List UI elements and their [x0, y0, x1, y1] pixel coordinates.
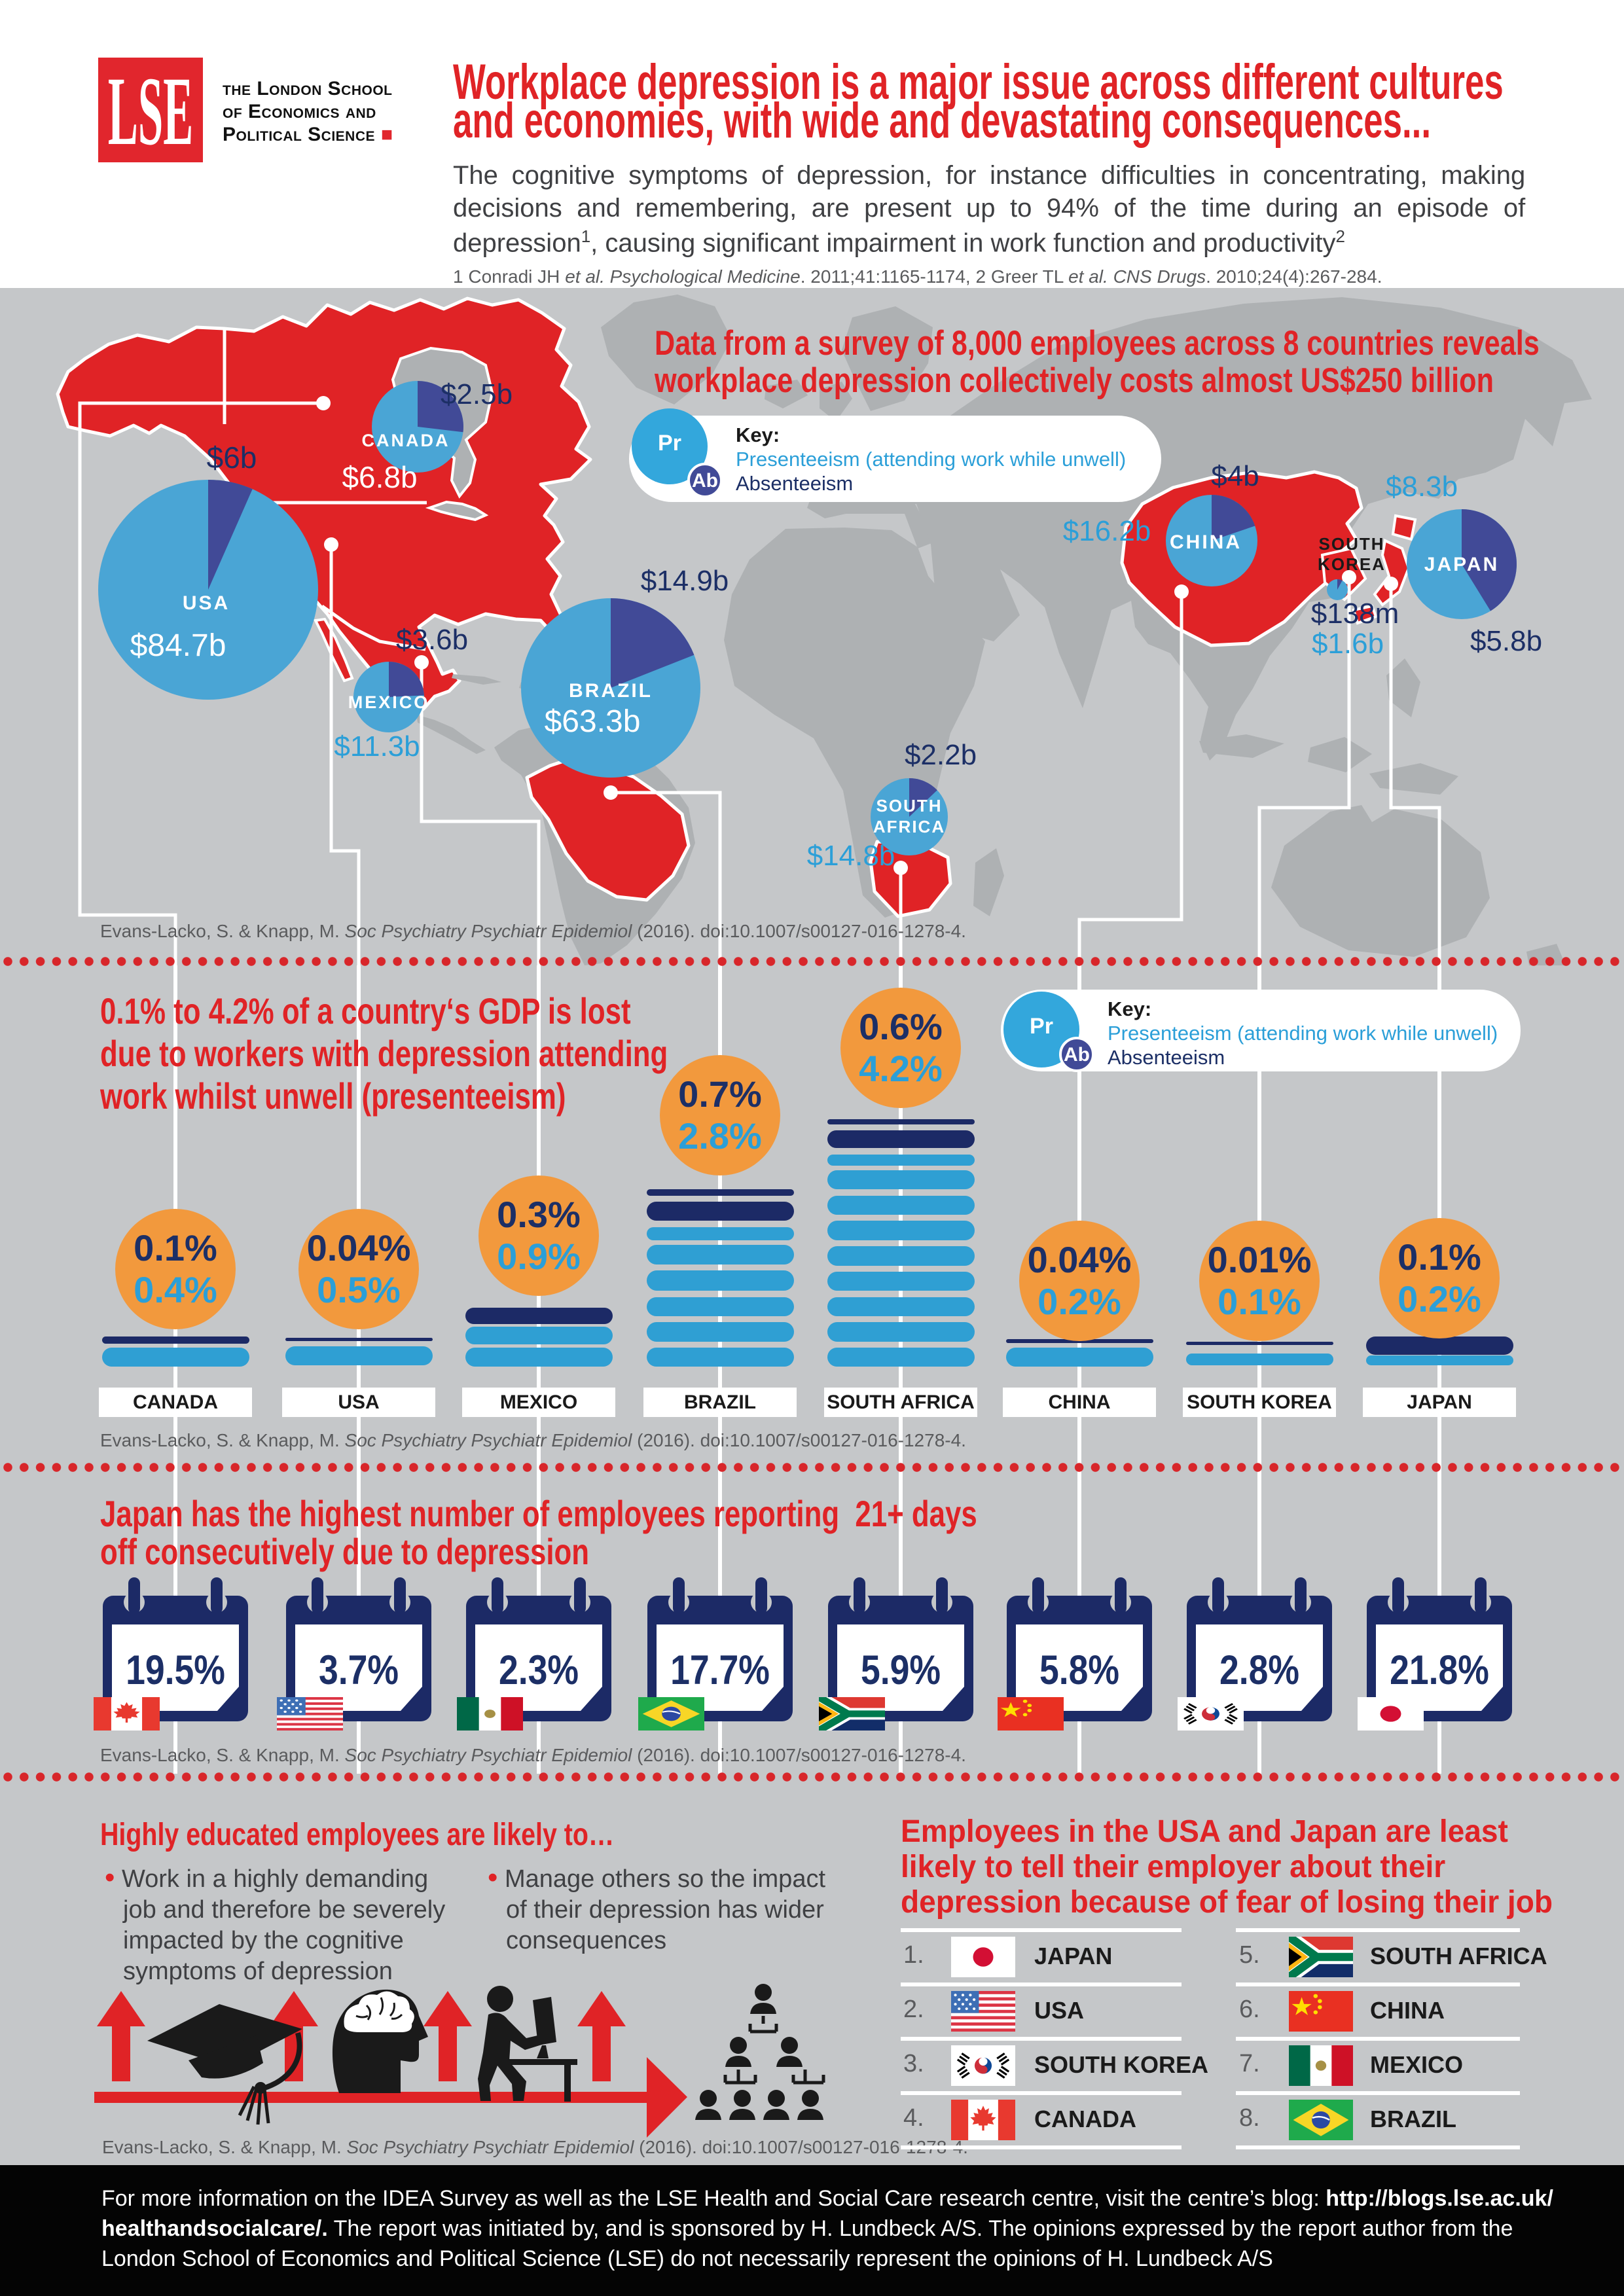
svg-text:CHINA: CHINA — [1170, 531, 1242, 553]
svg-text:$6b: $6b — [207, 440, 257, 475]
svg-text:MEXICO: MEXICO — [348, 692, 430, 712]
svg-text:$14.9b: $14.9b — [641, 565, 729, 597]
svg-text:KOREA: KOREA — [1318, 554, 1386, 574]
svg-text:$5.8b: $5.8b — [1470, 625, 1542, 657]
svg-text:BRAZIL: BRAZIL — [569, 680, 653, 702]
svg-text:$16.2b: $16.2b — [1063, 515, 1151, 547]
svg-text:$11.3b: $11.3b — [334, 730, 420, 762]
svg-text:JAPAN: JAPAN — [1424, 554, 1499, 575]
svg-text:$84.7b: $84.7b — [130, 628, 226, 663]
svg-text:$14.8b: $14.8b — [807, 840, 895, 872]
svg-text:USA: USA — [183, 592, 230, 614]
svg-text:$6.8b: $6.8b — [342, 460, 417, 494]
svg-text:$2.5b: $2.5b — [441, 378, 513, 410]
svg-text:CANADA: CANADA — [362, 431, 450, 450]
svg-text:$4b: $4b — [1211, 460, 1259, 492]
svg-text:$2.2b: $2.2b — [905, 739, 977, 771]
svg-text:$3.6b: $3.6b — [396, 624, 468, 656]
svg-text:$8.3b: $8.3b — [1386, 471, 1458, 503]
svg-text:$1.6b: $1.6b — [1312, 628, 1384, 660]
svg-text:SOUTH: SOUTH — [1319, 534, 1385, 554]
svg-text:$63.3b: $63.3b — [545, 704, 641, 739]
svg-text:$138m: $138m — [1311, 598, 1399, 630]
svg-text:SOUTH: SOUTH — [876, 796, 943, 816]
svg-text:AFRICA: AFRICA — [873, 817, 945, 836]
